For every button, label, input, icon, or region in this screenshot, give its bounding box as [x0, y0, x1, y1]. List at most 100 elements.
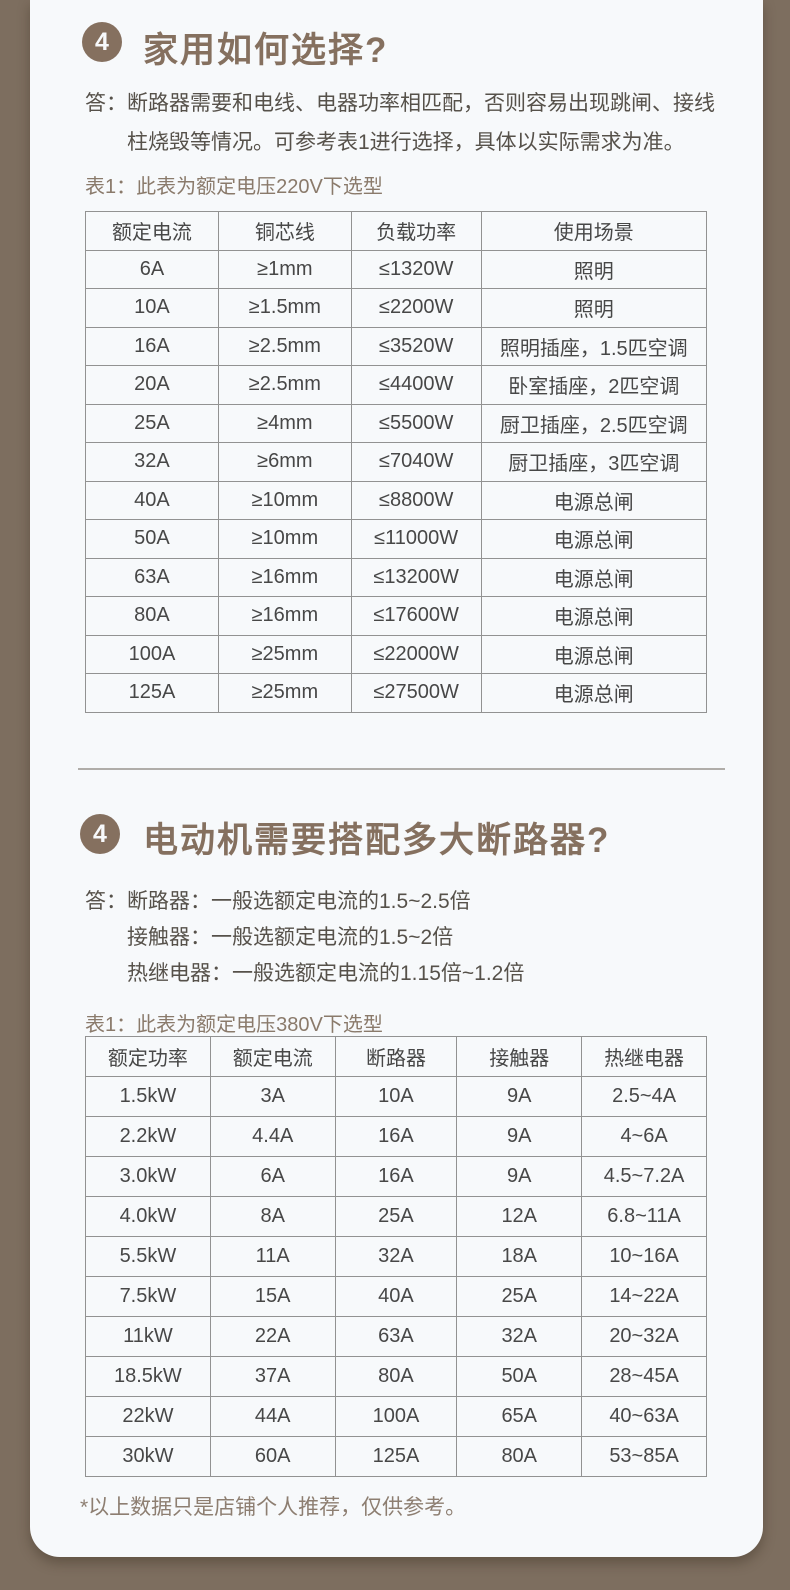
table-cell: ≤1320W: [350, 249, 482, 289]
column-header: 负载功率: [350, 211, 482, 251]
table-cell: ≤8800W: [350, 480, 482, 520]
table-header-row: 额定电流 铜芯线 负载功率 使用场景: [85, 211, 708, 251]
table-cell: 2.2kW: [85, 1116, 211, 1157]
table-cell: 9A: [456, 1076, 583, 1117]
table-cell: 9A: [456, 1116, 583, 1157]
table-row: 30kW 60A 125A 80A 53~85A: [85, 1436, 707, 1477]
table-cell: ≥10mm: [217, 480, 352, 520]
table-cell: 电源总闸: [480, 480, 708, 520]
table-cell: 18A: [456, 1236, 583, 1277]
table-cell: 32A: [456, 1316, 583, 1357]
table-cell: 80A: [334, 1356, 458, 1397]
column-header: 铜芯线: [217, 211, 352, 251]
table-row: 3.0kW 6A 16A 9A 4.5~7.2A: [85, 1156, 707, 1197]
section1-table-caption: 表1：此表为额定电压220V下选型: [85, 176, 383, 198]
table-cell: 80A: [85, 596, 219, 636]
table-cell: 9A: [456, 1156, 583, 1197]
table-cell: 30kW: [85, 1436, 211, 1477]
column-header: 断路器: [334, 1036, 458, 1077]
table-row: 18.5kW 37A 80A 50A 28~45A: [85, 1356, 707, 1397]
table-cell: ≤4400W: [350, 365, 482, 405]
table-row: 63A ≥16mm ≤13200W 电源总闸: [85, 557, 708, 597]
answer-line: 断路器：一般选额定电流的1.5~2.5倍: [127, 890, 471, 913]
table-cell: 125A: [334, 1436, 458, 1477]
column-header: 接触器: [456, 1036, 583, 1077]
table-cell: ≥1.5mm: [217, 288, 352, 328]
table-cell: 53~85A: [581, 1436, 707, 1477]
table-cell: 20~32A: [581, 1316, 707, 1357]
table-cell: 11A: [209, 1236, 336, 1277]
table-cell: 28~45A: [581, 1356, 707, 1397]
table-cell: ≥16mm: [217, 557, 352, 597]
table-cell: 63A: [85, 557, 219, 597]
table-cell: 10~16A: [581, 1236, 707, 1277]
motor-breaker-table-380v: 额定功率 额定电流 断路器 接触器 热继电器 1.5kW 3A 10A 9A 2.5~4A 2.2…: [85, 1036, 707, 1477]
table-cell: ≤7040W: [350, 442, 482, 482]
table-cell: 2.5~4A: [581, 1076, 707, 1117]
table-row: 40A ≥10mm ≤8800W 电源总闸: [85, 480, 708, 520]
table-cell: ≥1mm: [217, 249, 352, 289]
column-header: 额定功率: [85, 1036, 211, 1077]
table-cell: 40A: [85, 480, 219, 520]
table-cell: 25A: [334, 1196, 458, 1237]
table-cell: 6A: [209, 1156, 336, 1197]
table-row: 2.2kW 4.4A 16A 9A 4~6A: [85, 1116, 707, 1157]
table-cell: ≤17600W: [350, 596, 482, 636]
table-cell: 32A: [85, 442, 219, 482]
table-cell: 10A: [334, 1076, 458, 1117]
table-cell: 4~6A: [581, 1116, 707, 1157]
table-cell: 40A: [334, 1276, 458, 1317]
section2-table-caption: 表1：此表为额定电压380V下选型: [85, 1014, 383, 1036]
table-cell: 15A: [209, 1276, 336, 1317]
table-row: 20A ≥2.5mm ≤4400W 卧室插座，2匹空调: [85, 365, 708, 405]
table-cell: 14~22A: [581, 1276, 707, 1317]
table-cell: 16A: [85, 326, 219, 366]
table-cell: 40~63A: [581, 1396, 707, 1437]
answer-line: 接触器：一般选额定电流的1.5~2倍: [127, 926, 454, 949]
table-cell: 44A: [209, 1396, 336, 1437]
table-row: 4.0kW 8A 25A 12A 6.8~11A: [85, 1196, 707, 1237]
table-cell: ≥2.5mm: [217, 326, 352, 366]
section2-number-badge: 4: [80, 814, 120, 854]
table-cell: 6A: [85, 249, 219, 289]
table-cell: ≤27500W: [350, 673, 482, 713]
table-row: 125A ≥25mm ≤27500W 电源总闸: [85, 673, 708, 713]
table-cell: 22A: [209, 1316, 336, 1357]
table-row: 100A ≥25mm ≤22000W 电源总闸: [85, 634, 708, 674]
table-cell: ≥6mm: [217, 442, 352, 482]
table-cell: 11kW: [85, 1316, 211, 1357]
section2-answer: 答： 断路器：一般选额定电流的1.5~2.5倍 接触器：一般选额定电流的1.5~2…: [85, 884, 524, 992]
answer-prefix: 答：: [85, 92, 127, 115]
table-cell: 65A: [456, 1396, 583, 1437]
table-cell: ≤11000W: [350, 519, 482, 559]
table-cell: 80A: [456, 1436, 583, 1477]
table-cell: 1.5kW: [85, 1076, 211, 1117]
section2-title: 电动机需要搭配多大断路器?: [143, 821, 611, 860]
table-cell: 电源总闸: [480, 596, 708, 636]
table-cell: 7.5kW: [85, 1276, 211, 1317]
table-cell: 电源总闸: [480, 519, 708, 559]
table-cell: 20A: [85, 365, 219, 405]
table-row: 6A ≥1mm ≤1320W 照明: [85, 249, 708, 289]
column-header: 热继电器: [581, 1036, 707, 1077]
table-cell: 12A: [456, 1196, 583, 1237]
table-cell: ≥4mm: [217, 403, 352, 443]
table-cell: 照明: [480, 288, 708, 328]
table-cell: 22kW: [85, 1396, 211, 1437]
table-cell: ≥2.5mm: [217, 365, 352, 405]
section1-title: 家用如何选择?: [143, 31, 389, 70]
table-cell: 卧室插座，2匹空调: [480, 365, 708, 405]
column-header: 额定电流: [85, 211, 219, 251]
table-cell: 3.0kW: [85, 1156, 211, 1197]
table-cell: 6.8~11A: [581, 1196, 707, 1237]
table-cell: 照明: [480, 249, 708, 289]
table-cell: 电源总闸: [480, 634, 708, 674]
table-cell: 37A: [209, 1356, 336, 1397]
table-cell: 50A: [456, 1356, 583, 1397]
breaker-selection-table-220v: 额定电流 铜芯线 负载功率 使用场景 6A ≥1mm ≤1320W 照明 10A ≥1.5mm ≤…: [85, 211, 708, 713]
table-row: 1.5kW 3A 10A 9A 2.5~4A: [85, 1076, 707, 1117]
table-cell: 10A: [85, 288, 219, 328]
table-row: 25A ≥4mm ≤5500W 厨卫插座，2.5匹空调: [85, 403, 708, 443]
disclaimer-footnote: *以上数据只是店铺个人推荐，仅供参考。: [80, 1496, 467, 1519]
content-card: 4 家用如何选择? 答： 断路器需要和电线、电器功率相匹配，否则容易出现跳闸、接…: [30, 0, 763, 1557]
